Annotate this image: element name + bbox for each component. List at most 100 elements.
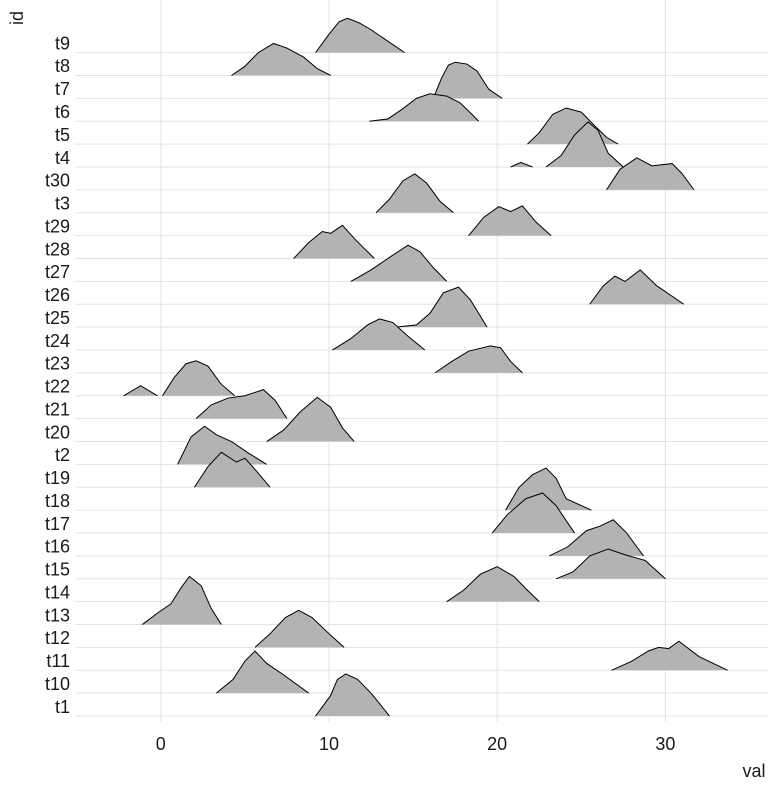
- ridge-area: [611, 641, 728, 671]
- ridge: [332, 318, 426, 351]
- ridge: [606, 157, 695, 191]
- y-tick-label: t3: [55, 194, 70, 214]
- ridge-line: [611, 640, 728, 671]
- y-tick-label: t15: [45, 560, 70, 580]
- y-tick-label: t25: [45, 308, 70, 328]
- y-tick-label: t19: [45, 468, 70, 488]
- ridge-line: [123, 360, 236, 397]
- ridge-line: [315, 17, 405, 54]
- ridge-area: [332, 318, 425, 351]
- ridge-area: [589, 269, 684, 305]
- y-tick-label: t27: [45, 262, 70, 282]
- ridge: [468, 205, 552, 237]
- ridge-area: [142, 576, 222, 625]
- ridge: [215, 650, 310, 694]
- ridge-line: [432, 61, 503, 99]
- ridge: [375, 173, 454, 214]
- y-tick-label: t12: [45, 628, 70, 648]
- ridge: [195, 389, 288, 420]
- ridge-area: [293, 225, 375, 259]
- ridge-line: [375, 173, 454, 214]
- ridge: [194, 451, 271, 488]
- y-tick-label: t7: [55, 79, 70, 99]
- ridge-area: [446, 566, 540, 602]
- y-tick-label: t18: [45, 491, 70, 511]
- y-tick-label: t9: [55, 33, 70, 53]
- ridge-area: [254, 610, 345, 648]
- ridge-line: [332, 318, 426, 351]
- ridges: [123, 17, 728, 717]
- y-axis-title: id: [7, 11, 27, 25]
- ridge-line: [505, 467, 592, 511]
- ridge: [510, 121, 624, 168]
- ridge-line: [369, 93, 480, 122]
- ridge-line: [606, 157, 695, 191]
- y-tick-label: t26: [45, 285, 70, 305]
- ridge-area: [231, 43, 331, 76]
- y-tick-label: t24: [45, 331, 70, 351]
- ridge-area: [556, 549, 666, 579]
- ridge-area: [216, 651, 309, 694]
- ridge: [491, 492, 575, 534]
- ridge-area: [315, 18, 405, 53]
- ridge: [123, 360, 236, 397]
- ridge-line: [231, 42, 331, 76]
- y-tick-label: t1: [55, 697, 70, 717]
- ridge-line: [491, 492, 575, 534]
- ridge: [432, 61, 503, 99]
- ridge-area: [433, 62, 503, 99]
- ridge-line: [315, 673, 390, 717]
- y-tick-label: t20: [45, 422, 70, 442]
- ridge-line: [194, 451, 271, 488]
- ridge: [141, 575, 222, 625]
- ridge-area: [606, 157, 694, 190]
- ridge: [549, 519, 644, 557]
- x-tick-label: 30: [655, 734, 675, 754]
- ridge-area: [177, 426, 267, 465]
- ridge: [446, 566, 540, 603]
- y-tick-label: t14: [45, 582, 70, 602]
- y-tick-label: t11: [46, 651, 70, 671]
- ridge-line: [293, 224, 375, 259]
- x-tick-label: 0: [156, 734, 166, 754]
- x-axis-title: val: [742, 761, 765, 781]
- ridge-line: [266, 396, 355, 442]
- ridge-line: [555, 548, 666, 580]
- ridge-area: [266, 397, 355, 442]
- ridge-line: [141, 575, 222, 625]
- ridge-area: [123, 360, 235, 396]
- ridge-area: [369, 93, 479, 122]
- ridge: [396, 286, 488, 328]
- y-tick-label: t22: [45, 377, 70, 397]
- ridge: [369, 93, 480, 122]
- ridge-line: [215, 650, 310, 694]
- ridge: [266, 396, 355, 442]
- ridge-line: [177, 425, 268, 465]
- ridge: [555, 548, 666, 580]
- ridge-area: [549, 519, 644, 556]
- ridge-line: [589, 269, 685, 305]
- ridge-area: [510, 121, 624, 168]
- ridge-line: [510, 121, 624, 168]
- y-tick-label: t13: [45, 605, 70, 625]
- ridge-area: [376, 173, 454, 213]
- ridge-line: [195, 389, 288, 420]
- y-tick-label: t2: [55, 445, 70, 465]
- y-tick-label: t29: [45, 216, 70, 236]
- ridge-line: [350, 244, 448, 282]
- ridge: [177, 425, 268, 465]
- ridge-line: [434, 345, 523, 374]
- ridge-line: [254, 609, 345, 648]
- y-tick-label: t30: [45, 171, 70, 191]
- y-tick-label: t4: [55, 148, 70, 168]
- y-tick-label: t17: [45, 514, 70, 534]
- y-tick-label: t23: [45, 354, 70, 374]
- ridge-line: [527, 107, 619, 145]
- ridge-line: [446, 566, 540, 603]
- ridge-area: [468, 205, 552, 236]
- y-tick-label: t5: [55, 125, 70, 145]
- ridge-line: [549, 519, 644, 557]
- ridge: [315, 673, 390, 717]
